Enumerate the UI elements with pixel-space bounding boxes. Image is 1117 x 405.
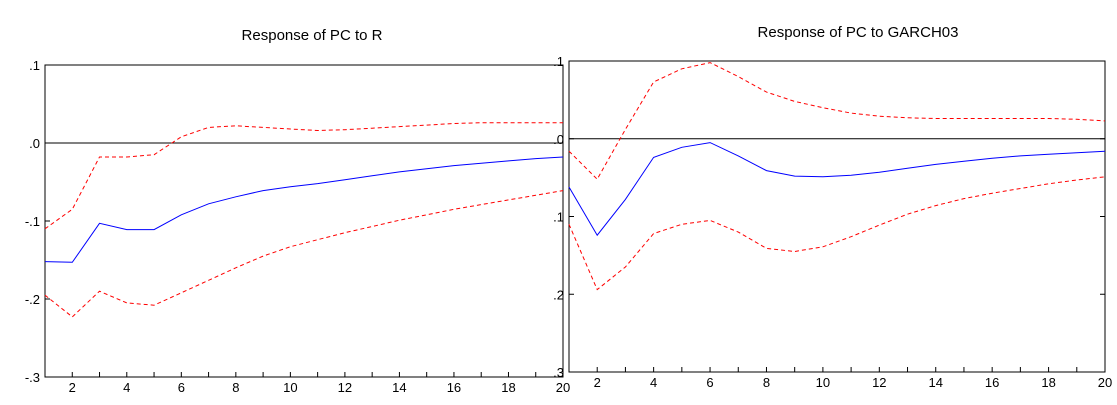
upper-confidence-band-line <box>568 62 1106 181</box>
x-tick-label: 4 <box>123 380 130 395</box>
x-tick-label: 18 <box>501 380 515 395</box>
y-tick-label: .1 <box>553 54 564 69</box>
y-tick-label: .0 <box>553 132 564 147</box>
x-tick-label: 4 <box>650 375 657 390</box>
x-tick-label: 6 <box>178 380 185 395</box>
impulse-response-line <box>44 156 564 263</box>
x-tick-label: 10 <box>283 380 297 395</box>
y-tick-label: .0 <box>29 136 40 151</box>
y-tick-label: .1 <box>553 210 564 225</box>
x-tick-label: 6 <box>706 375 713 390</box>
x-tick-label: 2 <box>69 380 76 395</box>
chart-response-pc-to-garch03: Response of PC to GARCH03 .1 .0 .1 .2 .3 2 4 6 8… <box>553 24 1112 390</box>
y-tick-label: .1 <box>29 58 40 73</box>
y-tick-label: -.3 <box>25 370 40 385</box>
chart-title: Response of PC to GARCH03 <box>758 24 959 41</box>
x-tick-label: 8 <box>763 375 770 390</box>
x-tick-label: 20 <box>1098 375 1112 390</box>
plot-frame <box>44 64 564 378</box>
chart-response-pc-to-r: Response of PC to R .1 .0 -.1 -.2 -.3 2 4 6 8 10 1… <box>25 27 570 395</box>
y-tick-label: -.2 <box>25 292 40 307</box>
chart-title: Response of PC to R <box>242 27 383 44</box>
upper-confidence-band-line <box>44 122 563 230</box>
x-tick-label: 12 <box>872 375 886 390</box>
x-tick-label: 16 <box>447 380 461 395</box>
y-tick-label: .3 <box>553 365 564 380</box>
x-tick-label: 20 <box>556 380 570 395</box>
lower-confidence-band-line <box>44 190 564 318</box>
x-tick-label: 10 <box>816 375 830 390</box>
plot-frame <box>568 60 1106 373</box>
y-tick-label: .2 <box>553 287 564 302</box>
x-tick-label: 8 <box>232 380 239 395</box>
x-tick-label: 18 <box>1041 375 1055 390</box>
y-tick-label: -.1 <box>25 214 40 229</box>
lower-confidence-band-line <box>568 176 1106 291</box>
x-tick-label: 16 <box>985 375 999 390</box>
impulse-response-line <box>568 142 1106 237</box>
x-tick-label: 2 <box>594 375 601 390</box>
x-tick-label: 12 <box>338 380 352 395</box>
x-tick-label: 14 <box>392 380 406 395</box>
x-tick-label: 14 <box>929 375 943 390</box>
